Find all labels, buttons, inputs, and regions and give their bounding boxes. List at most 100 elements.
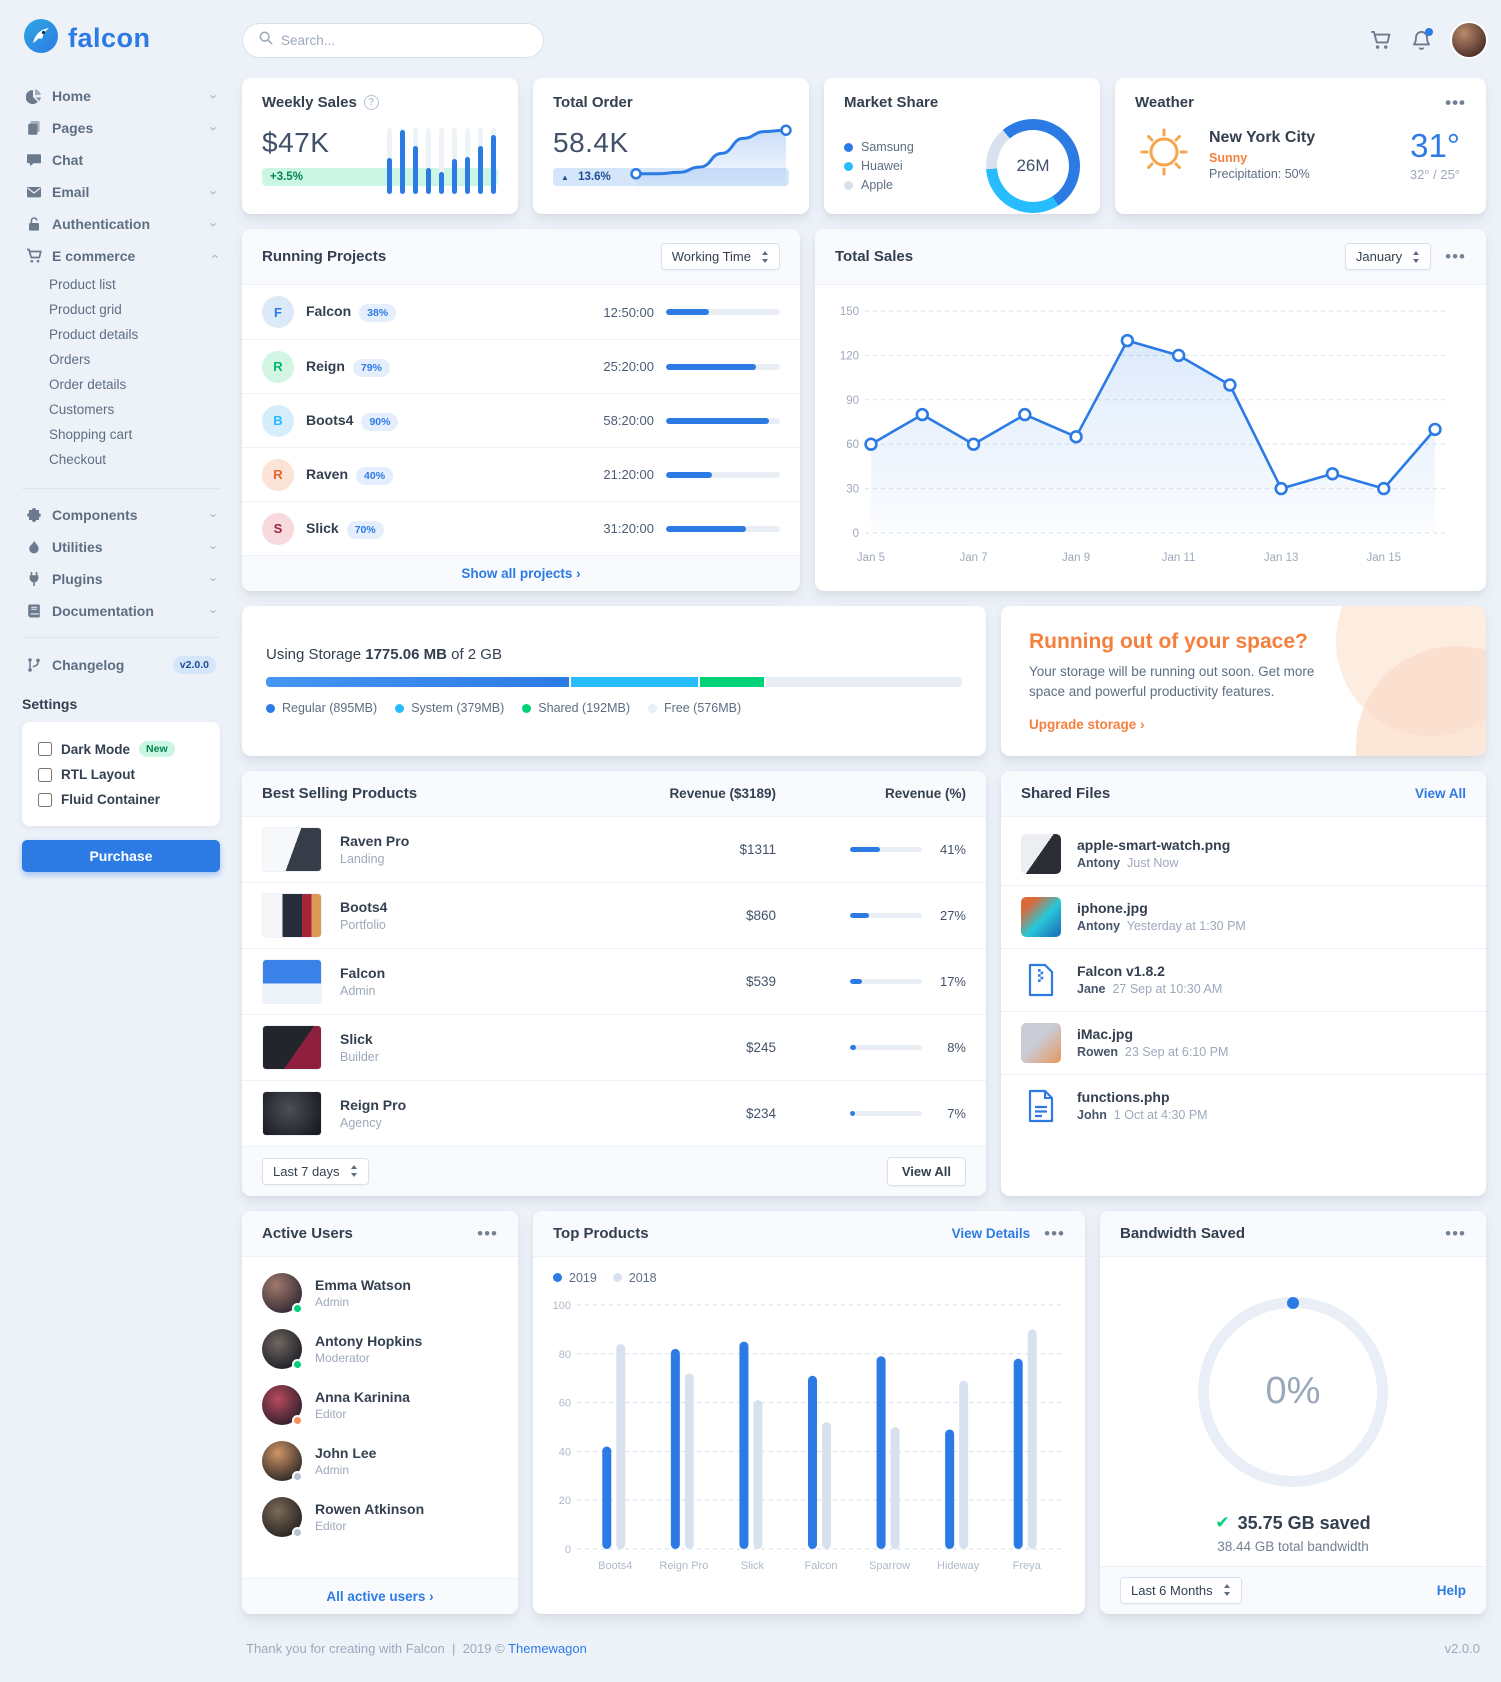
svg-text:0: 0 [853, 528, 859, 540]
sidebar-item-checkout[interactable]: Checkout [49, 452, 107, 467]
chevron-down-icon: › [206, 576, 222, 582]
sidebar-item-components[interactable]: Components › [22, 499, 221, 531]
product-row[interactable]: Boots4 Portfolio $860 27% [242, 881, 986, 948]
product-row[interactable]: Raven Pro Landing $1311 41% [242, 817, 986, 882]
sidebar-item-home[interactable]: Home › [22, 80, 221, 112]
revenue-pct-column-header: Revenue (%) [884, 785, 966, 801]
sidebar-item-product-grid[interactable]: Product grid [49, 302, 122, 317]
total-sales-title: Total Sales [835, 248, 914, 265]
sidebar-item-order-details[interactable]: Order details [49, 377, 127, 392]
sidebar: falcon Home › Pages › Chat Email › Authenticati… [0, 0, 236, 1682]
month-select[interactable]: January [1344, 243, 1432, 270]
product-row[interactable]: Slick Builder $245 8% [242, 1013, 986, 1080]
help-link[interactable]: Help [1436, 1582, 1466, 1598]
project-row[interactable]: R Reign 79% 25:20:00 [242, 339, 800, 393]
sidebar-item-plugins[interactable]: Plugins › [22, 563, 222, 595]
user-row[interactable]: Anna Karinina Editor [242, 1377, 518, 1433]
shared-files-view-all-link[interactable]: View All [1414, 785, 1466, 801]
svg-text:Falcon: Falcon [804, 1560, 837, 1572]
user-avatar [262, 1272, 303, 1314]
sidebar-item-changelog[interactable]: Changelog v2.0.0 [22, 648, 220, 682]
ellipsis-menu-icon[interactable]: ••• [1445, 247, 1466, 266]
file-row[interactable]: iMac.jpg Rowen 23 Sep at 6:10 PM [1001, 1010, 1486, 1074]
project-row[interactable]: S Slick 70% 31:20:00 [242, 501, 800, 555]
project-row[interactable]: B Boots4 90% 58:20:00 [242, 393, 800, 447]
bell-icon[interactable] [1411, 27, 1433, 51]
ellipsis-menu-icon[interactable]: ••• [1445, 93, 1466, 112]
sidebar-item-e-commerce[interactable]: E commerce › [22, 240, 221, 272]
view-details-link[interactable]: View Details [951, 1225, 1031, 1241]
show-all-projects-link[interactable]: Show all projects › [461, 566, 581, 581]
progress-badge: 70% [346, 520, 384, 539]
setting-rtl-layout[interactable]: RTL Layout [38, 762, 204, 787]
product-revenue: $860 [745, 907, 776, 923]
sidebar-divider [22, 488, 220, 489]
sidebar-item-chat[interactable]: Chat [22, 144, 220, 176]
sidebar-item-authentication[interactable]: Authentication › [22, 208, 222, 240]
sidebar-item-shopping-cart[interactable]: Shopping cart [49, 427, 133, 442]
lock-icon [26, 216, 42, 232]
sidebar-item-pages[interactable]: Pages › [22, 112, 222, 144]
search-input[interactable] [281, 32, 527, 48]
project-row[interactable]: R Raven 40% 21:20:00 [242, 447, 800, 501]
user-row[interactable]: Emma Watson Admin [242, 1265, 518, 1321]
weather-card: Weather ••• New York City S [1115, 78, 1486, 214]
svg-text:30: 30 [846, 484, 859, 496]
rtl-layout-checkbox[interactable] [38, 767, 52, 782]
svg-text:Jan 15: Jan 15 [1366, 552, 1401, 564]
ellipsis-menu-icon[interactable]: ••• [1445, 1223, 1466, 1243]
falcon-logo-icon [22, 17, 60, 60]
chevron-down-icon: › [206, 125, 222, 131]
shared-files-list: apple-smart-watch.png Antony Just Now ipho… [1001, 817, 1486, 1196]
file-row[interactable]: functions.php John 1 Oct at 4:30 PM [1001, 1073, 1486, 1137]
chevron-down-icon: › [206, 221, 222, 227]
spark-bar [465, 128, 470, 194]
purchase-button[interactable]: Purchase [22, 840, 220, 872]
product-row[interactable]: Reign Pro Agency $234 7% [242, 1079, 986, 1146]
user-avatar[interactable] [1452, 23, 1486, 57]
themewagon-link[interactable]: Themewagon [508, 1640, 587, 1656]
weather-condition: Sunny [1209, 150, 1248, 165]
dark-mode-checkbox[interactable] [38, 742, 52, 756]
sidebar-item-utilities[interactable]: Utilities › [22, 531, 221, 563]
sidebar-item-orders[interactable]: Orders [49, 352, 91, 367]
zip-file-icon [1021, 960, 1061, 1000]
cart-icon[interactable] [1370, 30, 1391, 51]
file-row[interactable]: iphone.jpg Antony Yesterday at 1:30 PM [1001, 884, 1486, 948]
view-all-button[interactable]: View All [886, 1156, 966, 1186]
fluid-container-checkbox[interactable] [38, 792, 52, 807]
storage-segment [765, 677, 962, 688]
last-7-days-select[interactable]: Last 7 days [262, 1157, 369, 1185]
ellipsis-menu-icon[interactable]: ••• [1044, 1223, 1065, 1243]
project-avatar: F [262, 296, 294, 328]
all-active-users-link[interactable]: All active users › [326, 1588, 434, 1604]
svg-text:Reign Pro: Reign Pro [659, 1560, 708, 1572]
search-bar[interactable] [242, 22, 544, 58]
sidebar-item-customers[interactable]: Customers [49, 402, 115, 417]
file-row[interactable]: Falcon v1.8.2 Jane 27 Sep at 10:30 AM [1001, 947, 1486, 1011]
user-row[interactable]: John Lee Admin [242, 1433, 518, 1489]
total-order-title: Total Order [553, 94, 633, 111]
sidebar-item-product-list[interactable]: Product list [49, 277, 116, 292]
file-row[interactable]: apple-smart-watch.png Antony Just Now [1001, 823, 1486, 885]
working-time-select[interactable]: Working Time [660, 243, 780, 270]
ellipsis-menu-icon[interactable]: ••• [477, 1223, 498, 1243]
sidebar-item-documentation[interactable]: Documentation › [22, 595, 221, 627]
help-icon[interactable]: ? [363, 95, 379, 110]
project-progress-bar [666, 363, 780, 370]
product-row[interactable]: Falcon Admin $539 17% [242, 947, 986, 1014]
sidebar-item-email[interactable]: Email › [22, 176, 221, 208]
setting-fluid-container[interactable]: Fluid Container [38, 787, 204, 812]
setting-dark-mode[interactable]: Dark Mode New [38, 736, 204, 762]
project-time: 25:20:00 [603, 359, 654, 374]
upgrade-storage-link[interactable]: Upgrade storage › [1029, 716, 1145, 732]
project-row[interactable]: F Falcon 38% 12:50:00 [242, 285, 800, 339]
user-row[interactable]: Rowen Atkinson Editor [242, 1489, 518, 1545]
spark-bar [491, 128, 496, 194]
last-6-months-select[interactable]: Last 6 Months [1120, 1576, 1242, 1604]
user-row[interactable]: Antony Hopkins Moderator [242, 1321, 518, 1377]
sidebar-item-product-details[interactable]: Product details [49, 327, 139, 342]
logo[interactable]: falcon [22, 14, 220, 62]
spark-bar [413, 128, 418, 194]
